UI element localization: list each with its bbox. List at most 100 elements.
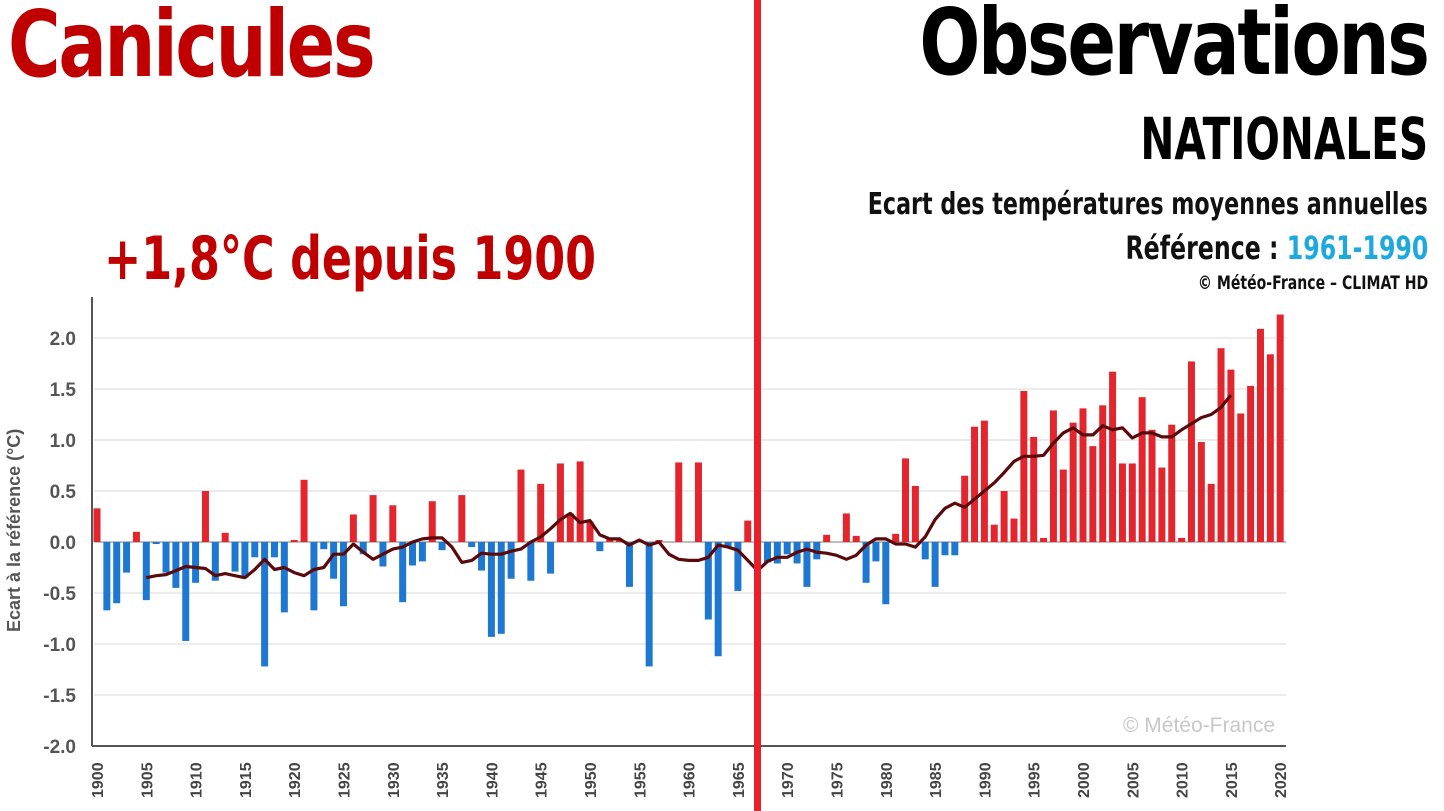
bar-1979 <box>872 542 880 562</box>
bar-1924 <box>330 542 338 579</box>
y-tick-label: 0.5 <box>50 482 77 503</box>
bar-1907 <box>162 542 170 573</box>
bar-1994 <box>1020 391 1028 542</box>
bar-2017 <box>1247 385 1255 542</box>
bar-2004 <box>1118 463 1126 542</box>
bar-2000 <box>1079 408 1087 542</box>
x-tick-label: 1995 <box>1027 762 1044 798</box>
bar-1912 <box>211 542 219 581</box>
bar-1954 <box>625 542 633 587</box>
bar-1909 <box>182 542 190 641</box>
x-tick-label: 1920 <box>287 762 304 798</box>
credit: © Météo-France – CLIMAT HD <box>1197 272 1428 294</box>
bar-1939 <box>478 542 486 571</box>
bar-1932 <box>409 542 417 566</box>
bar-1953 <box>616 539 624 542</box>
x-tick-label: 1970 <box>780 762 797 798</box>
right-subtitle: NATIONALES <box>1140 105 1428 173</box>
bar-1906 <box>152 542 160 545</box>
bar-2014 <box>1217 348 1225 542</box>
bar-2009 <box>1168 424 1176 542</box>
x-tick-label: 1990 <box>977 762 994 798</box>
bar-1961 <box>694 462 702 542</box>
bar-1931 <box>399 542 407 603</box>
bar-1997 <box>1049 410 1057 542</box>
y-tick-label: 1.5 <box>50 380 77 401</box>
bar-1986 <box>941 542 949 556</box>
bar-1910 <box>192 542 200 583</box>
headline: +1,8°C depuis 1900 <box>104 224 597 294</box>
bar-1928 <box>369 495 377 542</box>
bar-1974 <box>823 534 831 542</box>
bar-1902 <box>113 542 121 604</box>
bar-1905 <box>142 542 150 601</box>
bar-1938 <box>468 542 476 548</box>
x-tick-label: 1940 <box>484 762 501 798</box>
gridlines <box>94 337 1286 696</box>
left-title: Canicules <box>8 0 376 98</box>
bar-1985 <box>931 542 939 587</box>
bar-1984 <box>921 542 929 560</box>
bar-1946 <box>547 542 555 574</box>
bar-1996 <box>1040 537 1048 542</box>
bar-1972 <box>803 542 811 587</box>
bar-1900 <box>93 508 101 542</box>
bar-1969 <box>773 542 781 564</box>
bar-1945 <box>537 483 545 542</box>
bar-1978 <box>862 542 870 583</box>
bar-2006 <box>1138 397 1146 542</box>
bar-1963 <box>714 542 722 657</box>
bar-2012 <box>1197 442 1205 542</box>
bar-1927 <box>359 542 367 555</box>
bar-1921 <box>300 479 308 542</box>
bar-2016 <box>1237 413 1245 542</box>
bar-1956 <box>645 542 653 667</box>
bar-1951 <box>596 542 604 552</box>
chart-description: Ecart des températures moyennes annuelle… <box>868 187 1428 222</box>
bar-1914 <box>231 542 239 572</box>
bar-1992 <box>1000 491 1008 542</box>
bar-1977 <box>852 535 860 542</box>
y-tick-label: -0.5 <box>43 584 76 605</box>
x-tick-label: 1985 <box>928 762 945 798</box>
bar-1901 <box>103 542 111 611</box>
bar-1922 <box>310 542 318 611</box>
bar-1980 <box>882 542 890 605</box>
y-tick-label: 1.0 <box>50 431 76 452</box>
bar-1915 <box>241 542 249 578</box>
bar-1968 <box>763 542 771 563</box>
bar-1999 <box>1069 422 1077 542</box>
bar-1940 <box>487 542 495 637</box>
x-tick-label: 1960 <box>682 762 699 798</box>
bar-1917 <box>261 542 269 667</box>
x-tick-labels: 1900 1905 1910 1915 1920 1925 1930 1935 1940 1945… <box>90 762 1290 798</box>
x-tick-label: 1950 <box>583 762 600 798</box>
y-tick-labels: 2.0 1.5 1.0 0.5 0.0 -0.5 -1.0 -1.5 -2.0 <box>43 329 76 758</box>
bar-1920 <box>290 539 298 542</box>
y-tick-label: -1.5 <box>43 686 76 707</box>
bar-1991 <box>990 524 998 542</box>
bar-1989 <box>971 426 979 542</box>
x-tick-label: 2010 <box>1175 762 1192 798</box>
y-tick-label: 0.0 <box>50 533 76 554</box>
bar-2003 <box>1109 371 1117 542</box>
x-tick-label: 2020 <box>1273 762 1290 798</box>
bar-1987 <box>951 542 959 556</box>
bar-1923 <box>320 542 328 550</box>
bar-1950 <box>586 521 594 542</box>
bar-1908 <box>172 542 180 588</box>
bar-1911 <box>201 491 209 542</box>
x-tick-label: 1980 <box>879 762 896 798</box>
bar-2010 <box>1178 537 1186 542</box>
bar-1913 <box>221 532 229 542</box>
bar-2001 <box>1089 446 1097 542</box>
bar-2008 <box>1158 467 1166 542</box>
reference-label: Référence : <box>1125 229 1287 267</box>
bar-1949 <box>576 461 584 542</box>
bar-2020 <box>1276 314 1284 542</box>
bar-1941 <box>497 542 505 634</box>
bar-1983 <box>911 485 919 542</box>
bar-2005 <box>1128 463 1136 542</box>
x-tick-label: 1955 <box>632 762 649 798</box>
